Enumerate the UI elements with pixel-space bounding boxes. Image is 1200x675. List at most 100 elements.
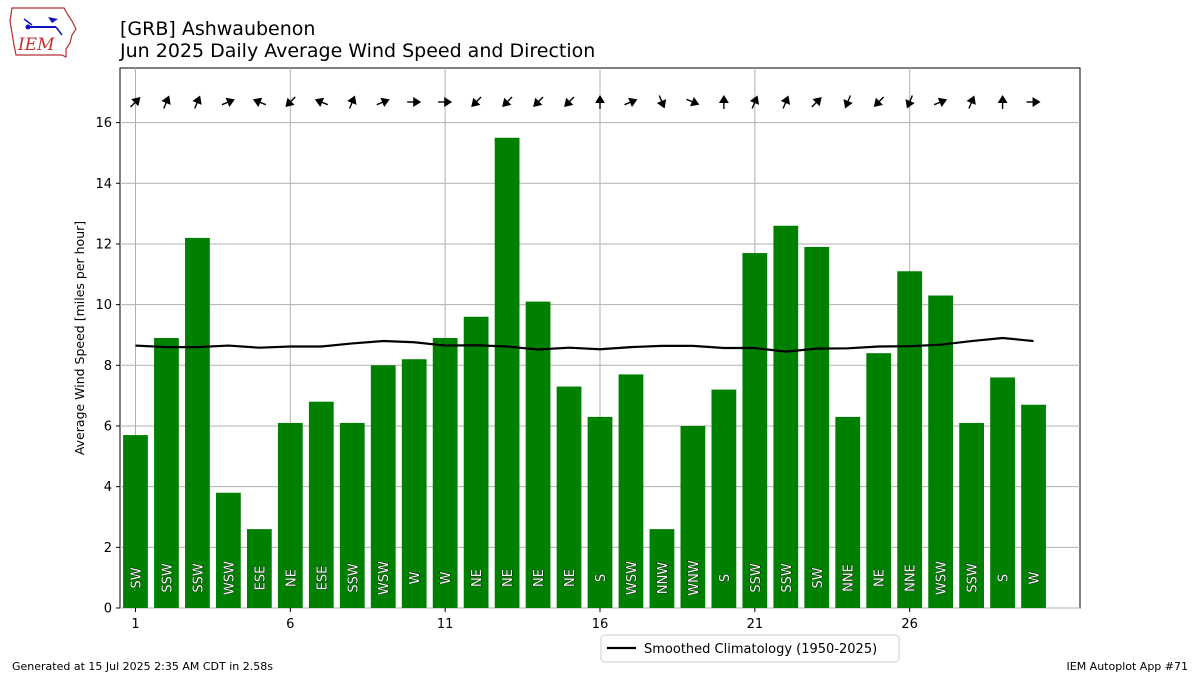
y-tick-label: 16 bbox=[95, 116, 112, 131]
x-tick-label: 6 bbox=[286, 617, 294, 632]
direction-label-day-24: NNE bbox=[842, 564, 857, 592]
bar-day-10 bbox=[401, 359, 427, 608]
direction-label-day-25: NE bbox=[873, 569, 888, 587]
bar-day-2 bbox=[154, 338, 179, 608]
bar-day-30 bbox=[1021, 404, 1046, 608]
footer-generated: Generated at 15 Jul 2025 2:35 AM CDT in … bbox=[12, 660, 273, 673]
x-axis: 1 6 11 16 21 26 bbox=[131, 608, 918, 632]
direction-label-day-17: WSW bbox=[625, 561, 640, 595]
bar-day-8 bbox=[339, 422, 365, 608]
wind-arrow-day-5 bbox=[252, 97, 267, 108]
bar-day-14 bbox=[525, 301, 551, 608]
direction-label-day-11: W bbox=[439, 571, 454, 584]
x-tick-label: 1 bbox=[131, 617, 139, 632]
direction-label-day-30: W bbox=[1028, 571, 1043, 584]
direction-label-day-8: SSW bbox=[346, 563, 361, 593]
x-tick-label: 16 bbox=[592, 617, 609, 632]
direction-label-day-13: NE bbox=[501, 569, 516, 587]
direction-arrows bbox=[130, 95, 1041, 109]
direction-label-day-1: SW bbox=[129, 567, 144, 588]
x-tick-label: 11 bbox=[437, 617, 454, 632]
wind-arrow-day-19 bbox=[686, 96, 700, 107]
wind-arrow-day-23 bbox=[811, 97, 822, 108]
bar-day-1 bbox=[123, 435, 148, 608]
direction-labels: SW SSW SSW WSW ESE NE ESE SSW WSW W W NE NE NE NE S WSW N… bbox=[129, 560, 1043, 596]
wind-arrow-day-16 bbox=[595, 95, 605, 109]
wind-arrow-day-29 bbox=[997, 95, 1008, 109]
direction-label-day-12: NE bbox=[470, 569, 485, 587]
bar-day-21 bbox=[742, 253, 768, 608]
wind-arrow-day-28 bbox=[966, 95, 976, 109]
bar-day-26 bbox=[897, 271, 923, 608]
bar-day-24 bbox=[835, 416, 861, 608]
chart-title-line2: Jun 2025 Daily Average Wind Speed and Di… bbox=[120, 40, 596, 62]
direction-label-day-27: WSW bbox=[935, 561, 950, 595]
y-tick-label: 0 bbox=[104, 602, 112, 617]
direction-label-day-4: WSW bbox=[222, 561, 237, 595]
direction-label-day-23: SW bbox=[811, 567, 826, 588]
y-axis-label: Average Wind Speed [miles per hour] bbox=[72, 221, 87, 455]
y-tick-label: 4 bbox=[104, 480, 112, 495]
climatology-group bbox=[135, 336, 1034, 353]
bar-day-5 bbox=[246, 529, 272, 608]
wind-arrow-day-6 bbox=[285, 96, 296, 107]
wind-arrow-day-14 bbox=[533, 96, 544, 107]
direction-label-day-15: NE bbox=[563, 569, 578, 587]
wind-arrow-day-10 bbox=[407, 97, 422, 107]
direction-label-day-5: ESE bbox=[253, 566, 268, 591]
wind-arrow-day-15 bbox=[564, 96, 575, 107]
y-tick-label: 12 bbox=[95, 237, 112, 252]
direction-label-day-28: SSW bbox=[966, 563, 981, 593]
bar-day-23 bbox=[804, 246, 830, 608]
direction-label-day-3: SSW bbox=[191, 563, 206, 593]
y-axis: 0 2 4 6 8 10 12 14 16 bbox=[95, 116, 120, 617]
x-tick-label: 21 bbox=[747, 617, 764, 632]
bar-day-11 bbox=[432, 338, 458, 608]
wind-arrow-day-7 bbox=[314, 97, 329, 108]
y-tick-label: 2 bbox=[104, 541, 112, 556]
bar-day-17 bbox=[618, 374, 644, 608]
direction-label-day-26: NNE bbox=[904, 564, 919, 592]
bar-day-25 bbox=[866, 353, 892, 608]
y-tick-label: 10 bbox=[95, 298, 112, 313]
bar-day-16 bbox=[587, 416, 613, 608]
wind-arrow-day-8 bbox=[347, 95, 357, 109]
direction-label-day-18: NNW bbox=[656, 562, 671, 594]
wind-arrow-day-22 bbox=[780, 95, 791, 109]
wind-arrow-day-1 bbox=[130, 97, 141, 108]
climatology-line bbox=[135, 336, 1034, 353]
wind-arrow-day-4 bbox=[221, 97, 235, 108]
direction-label-day-19: WNW bbox=[687, 560, 702, 596]
wind-arrow-day-3 bbox=[192, 95, 202, 109]
direction-label-day-29: S bbox=[997, 574, 1012, 582]
direction-label-day-6: NE bbox=[284, 569, 299, 587]
bar-day-3 bbox=[185, 237, 210, 608]
bar-day-9 bbox=[370, 365, 396, 608]
direction-label-day-7: ESE bbox=[315, 566, 330, 591]
direction-label-day-21: SSW bbox=[749, 563, 764, 593]
wind-arrow-day-2 bbox=[161, 95, 171, 109]
direction-label-day-16: S bbox=[594, 574, 609, 582]
bar-day-28 bbox=[959, 422, 984, 608]
bar-day-15 bbox=[556, 386, 582, 608]
wind-arrow-day-11 bbox=[438, 97, 453, 107]
wind-arrow-day-24 bbox=[843, 95, 853, 109]
bar-day-7 bbox=[308, 401, 334, 608]
bar-day-29 bbox=[990, 377, 1015, 608]
wind-arrow-day-12 bbox=[471, 96, 482, 107]
iem-logo: IEM bbox=[9, 7, 77, 58]
direction-label-day-9: WSW bbox=[377, 561, 392, 595]
wind-arrow-day-27 bbox=[933, 97, 948, 108]
direction-label-day-20: S bbox=[718, 574, 733, 582]
y-tick-label: 14 bbox=[95, 177, 112, 192]
bars-group bbox=[123, 137, 1046, 609]
bar-day-20 bbox=[711, 389, 737, 608]
bar-day-27 bbox=[928, 295, 954, 608]
legend-box bbox=[600, 634, 900, 663]
direction-label-day-22: SSW bbox=[780, 563, 795, 593]
wind-arrow-day-20 bbox=[718, 95, 729, 109]
legend-label: Smoothed Climatology (1950-2025) bbox=[644, 642, 877, 657]
wind-arrow-day-26 bbox=[905, 95, 915, 109]
legend: Smoothed Climatology (1950-2025) bbox=[600, 634, 900, 663]
